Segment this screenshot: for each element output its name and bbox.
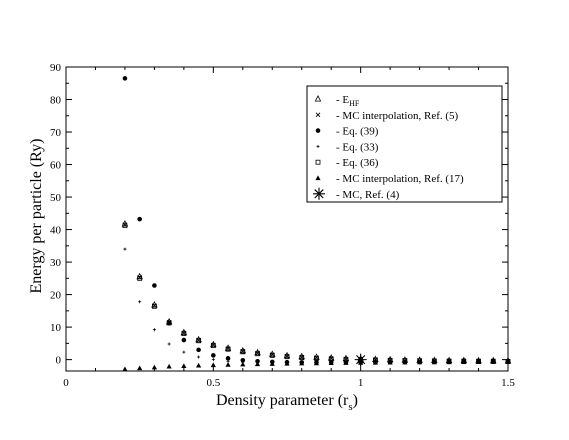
legend-label: - Eq. (33) bbox=[336, 141, 379, 153]
data-point-dot bbox=[240, 357, 246, 363]
x-axis-title: Density parameter (rs) bbox=[216, 392, 358, 413]
data-point-triangle-filled bbox=[181, 363, 187, 369]
data-marks bbox=[121, 76, 512, 372]
data-point-triangle-filled bbox=[269, 361, 275, 366]
legend-label: - MC interpolation, Ref. (5) bbox=[336, 110, 459, 122]
y-tick-label: 70 bbox=[50, 127, 62, 139]
legend-label: - MC, Ref. (4) bbox=[336, 189, 400, 201]
legend-label: - EHF bbox=[336, 94, 360, 108]
y-tick-label: 60 bbox=[50, 160, 62, 172]
y-tick-label: 20 bbox=[50, 290, 62, 302]
y-tick-label: 40 bbox=[50, 225, 62, 237]
legend-marker-dot bbox=[315, 128, 321, 133]
legend-box bbox=[306, 85, 503, 203]
data-point-triangle-filled bbox=[151, 364, 157, 370]
legend-marker-asterisk bbox=[313, 187, 325, 200]
data-point-square-open bbox=[255, 351, 260, 357]
data-point-triangle-filled bbox=[166, 363, 172, 369]
data-point-triangle-filled bbox=[490, 359, 496, 364]
data-point-triangle-filled bbox=[122, 366, 128, 372]
data-point-asterisk bbox=[354, 353, 367, 366]
data-point-dot bbox=[181, 337, 187, 343]
legend-label: - Eq. (39) bbox=[336, 126, 379, 138]
data-point-square-open bbox=[181, 331, 187, 337]
plot-border bbox=[65, 66, 509, 372]
data-point-plus bbox=[152, 328, 156, 332]
data-point-triangle-filled bbox=[402, 359, 408, 365]
legend-marker-plus bbox=[316, 144, 320, 148]
data-point-plus bbox=[123, 247, 127, 251]
data-point-plus bbox=[182, 350, 186, 354]
data-point-square-open bbox=[122, 223, 128, 229]
axis-ticks: 0 0.5 1 1.5 0 10 20 30 40 50 60 70 80 90 bbox=[50, 62, 515, 389]
data-point-plus bbox=[138, 300, 142, 304]
y-tick-label: 90 bbox=[50, 62, 62, 74]
data-point-dot bbox=[166, 320, 172, 326]
data-point-plus bbox=[211, 358, 215, 362]
data-point-triangle-filled bbox=[210, 362, 216, 368]
data-point-triangle-filled bbox=[328, 360, 334, 366]
data-point-triangle-filled bbox=[240, 361, 246, 367]
data-point-square-open bbox=[299, 355, 305, 361]
legend-marker-triangle-filled bbox=[315, 175, 321, 181]
data-point-square-open bbox=[166, 320, 172, 326]
legend: - EHF - MC interpolation, Ref. (5) - Eq. (… bbox=[306, 85, 503, 203]
legend-marker-triangle-open bbox=[314, 95, 322, 102]
data-point-plus bbox=[197, 355, 201, 359]
data-point-dot bbox=[211, 353, 216, 358]
data-point-triangle-filled bbox=[254, 361, 261, 367]
data-point-dot bbox=[152, 283, 157, 288]
x-tick-label: 0.5 bbox=[206, 377, 220, 389]
y-tick-label: 0 bbox=[56, 355, 62, 367]
data-point-triangle-filled bbox=[196, 362, 202, 368]
data-point-plus bbox=[167, 342, 171, 346]
x-tick-label: 0 bbox=[63, 377, 69, 389]
data-point-square-open bbox=[151, 303, 157, 309]
y-tick-label: 50 bbox=[50, 192, 62, 204]
data-point-triangle-filled bbox=[299, 360, 305, 366]
legend-marker-square-open bbox=[315, 159, 321, 165]
y-tick-label: 80 bbox=[50, 95, 62, 107]
data-point-triangle-filled bbox=[137, 365, 143, 371]
data-point-dot bbox=[122, 76, 128, 81]
data-point-triangle-filled bbox=[343, 360, 349, 365]
data-point-square-open bbox=[240, 349, 246, 355]
y-tick-label: 10 bbox=[50, 322, 62, 334]
data-point-square-open bbox=[314, 355, 319, 361]
legend-label: - MC interpolation, Ref. (17) bbox=[336, 173, 464, 185]
y-tick-label: 30 bbox=[50, 257, 62, 269]
data-point-dot bbox=[225, 356, 231, 361]
x-tick-label: 1.5 bbox=[501, 377, 515, 389]
data-point-square-open bbox=[210, 343, 216, 349]
data-point-triangle-filled bbox=[461, 359, 467, 365]
y-axis-title: Energy per particle (Ry) bbox=[28, 139, 45, 294]
data-point-square-open bbox=[225, 346, 231, 352]
data-point-triangle-filled bbox=[225, 362, 231, 367]
data-point-triangle-filled bbox=[372, 359, 378, 365]
data-point-triangle-filled bbox=[446, 359, 452, 365]
data-point-triangle-filled bbox=[431, 359, 437, 365]
legend-marker-x bbox=[315, 112, 321, 118]
data-point-triangle-filled bbox=[475, 359, 482, 364]
plot-area bbox=[65, 66, 509, 372]
data-point-square-open bbox=[269, 352, 275, 358]
data-point-dot bbox=[196, 347, 201, 353]
data-point-dot bbox=[137, 216, 142, 222]
data-point-triangle-filled bbox=[505, 359, 511, 364]
legend-label: - Eq. (36) bbox=[336, 157, 379, 169]
data-point-square-open bbox=[137, 275, 143, 281]
data-point-triangle-filled bbox=[387, 359, 393, 365]
x-tick-label: 1 bbox=[358, 377, 364, 389]
data-point-square-open bbox=[196, 338, 202, 344]
data-point-square-open bbox=[284, 354, 290, 360]
data-point-triangle-filled bbox=[284, 360, 290, 366]
data-point-triangle-filled bbox=[313, 360, 320, 366]
data-point-triangle-filled bbox=[417, 359, 423, 365]
